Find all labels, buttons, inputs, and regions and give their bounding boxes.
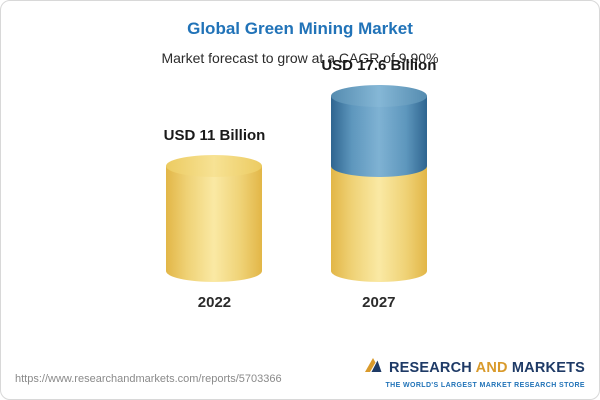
chart-header: Global Green Mining Market Market foreca…	[1, 1, 599, 66]
bar-2022-top-cap	[166, 155, 263, 177]
logo-word-research: RESEARCH	[388, 359, 472, 376]
chart-title: Global Green Mining Market	[187, 19, 413, 38]
bar-2022-category-label: 2022	[197, 294, 232, 311]
logo-word-and: AND	[475, 359, 508, 376]
bar-2027-top-cap	[330, 85, 427, 107]
logo-wordmark: RESEARCH AND MARKETS	[389, 360, 585, 376]
bar-group-2027: USD 17.6 Billion 2027	[321, 57, 436, 311]
bar-2027-base-segment	[330, 166, 427, 282]
bar-2027-value-label: USD 17.6 Billion	[321, 57, 437, 74]
bar-group-2022: USD 11 Billion 2022	[164, 127, 266, 311]
bar-2027-category-label: 2027	[362, 294, 396, 311]
bar-2027-growth-segment	[330, 96, 427, 177]
bar-chart: USD 11 Billion 2022 USD 17.6 Billion 202…	[1, 57, 599, 311]
bar-2022-body	[166, 166, 263, 282]
logo-tagline: THE WORLD'S LARGEST MARKET RESEARCH STOR…	[385, 382, 585, 389]
bar-2027	[330, 85, 427, 282]
researchandmarkets-logo-icon	[363, 355, 383, 380]
report-url[interactable]: https://www.researchandmarkets.com/repor…	[15, 373, 282, 385]
bar-2022-value-label: USD 11 Billion	[163, 127, 266, 144]
researchandmarkets-logo: RESEARCH AND MARKETS THE WORLD'S LARGEST…	[363, 355, 585, 389]
chart-subtitle: Market forecast to grow at a CAGR of 9.9…	[161, 50, 439, 66]
logo-word-markets: MARKETS	[511, 359, 585, 376]
bar-2022	[166, 155, 263, 282]
